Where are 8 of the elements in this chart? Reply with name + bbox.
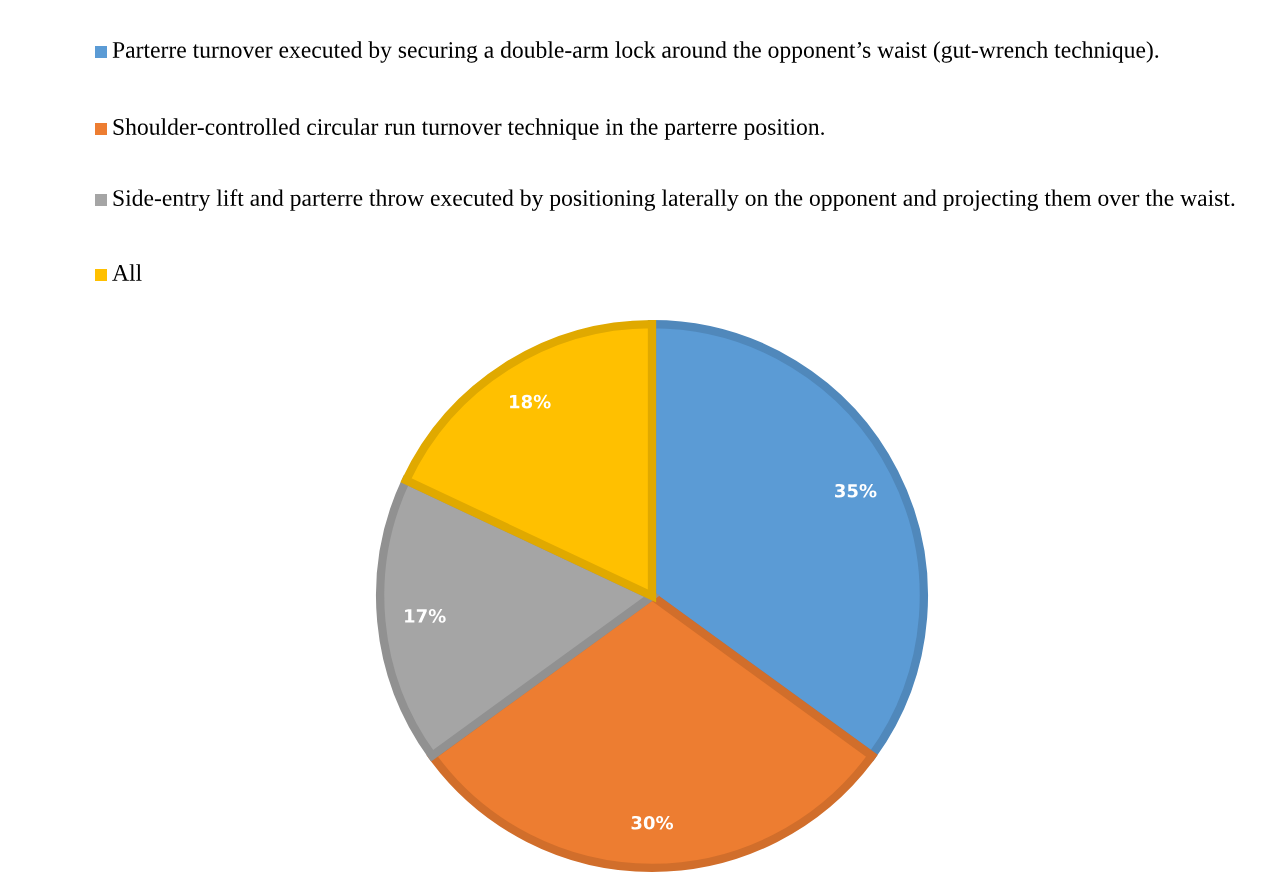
data-label: 17%: [405, 609, 446, 623]
data-label: 30%: [631, 815, 674, 830]
data-label: 35%: [835, 483, 877, 498]
legend-label: Parterre turnover executed by securing a double-arm lock around the opponent’s waist (gut-wrench technique).: [112, 41, 1159, 63]
legend-label: Shoulder-controlled circular run turnover technique in the parterre position.: [113, 118, 824, 140]
data-label: 18%: [510, 394, 551, 409]
legend-label: Side-entry lift and parterre throw executed by positioning laterally on the opponent and projecting them over the waist.: [113, 189, 1235, 211]
legend-label: All: [112, 264, 142, 281]
